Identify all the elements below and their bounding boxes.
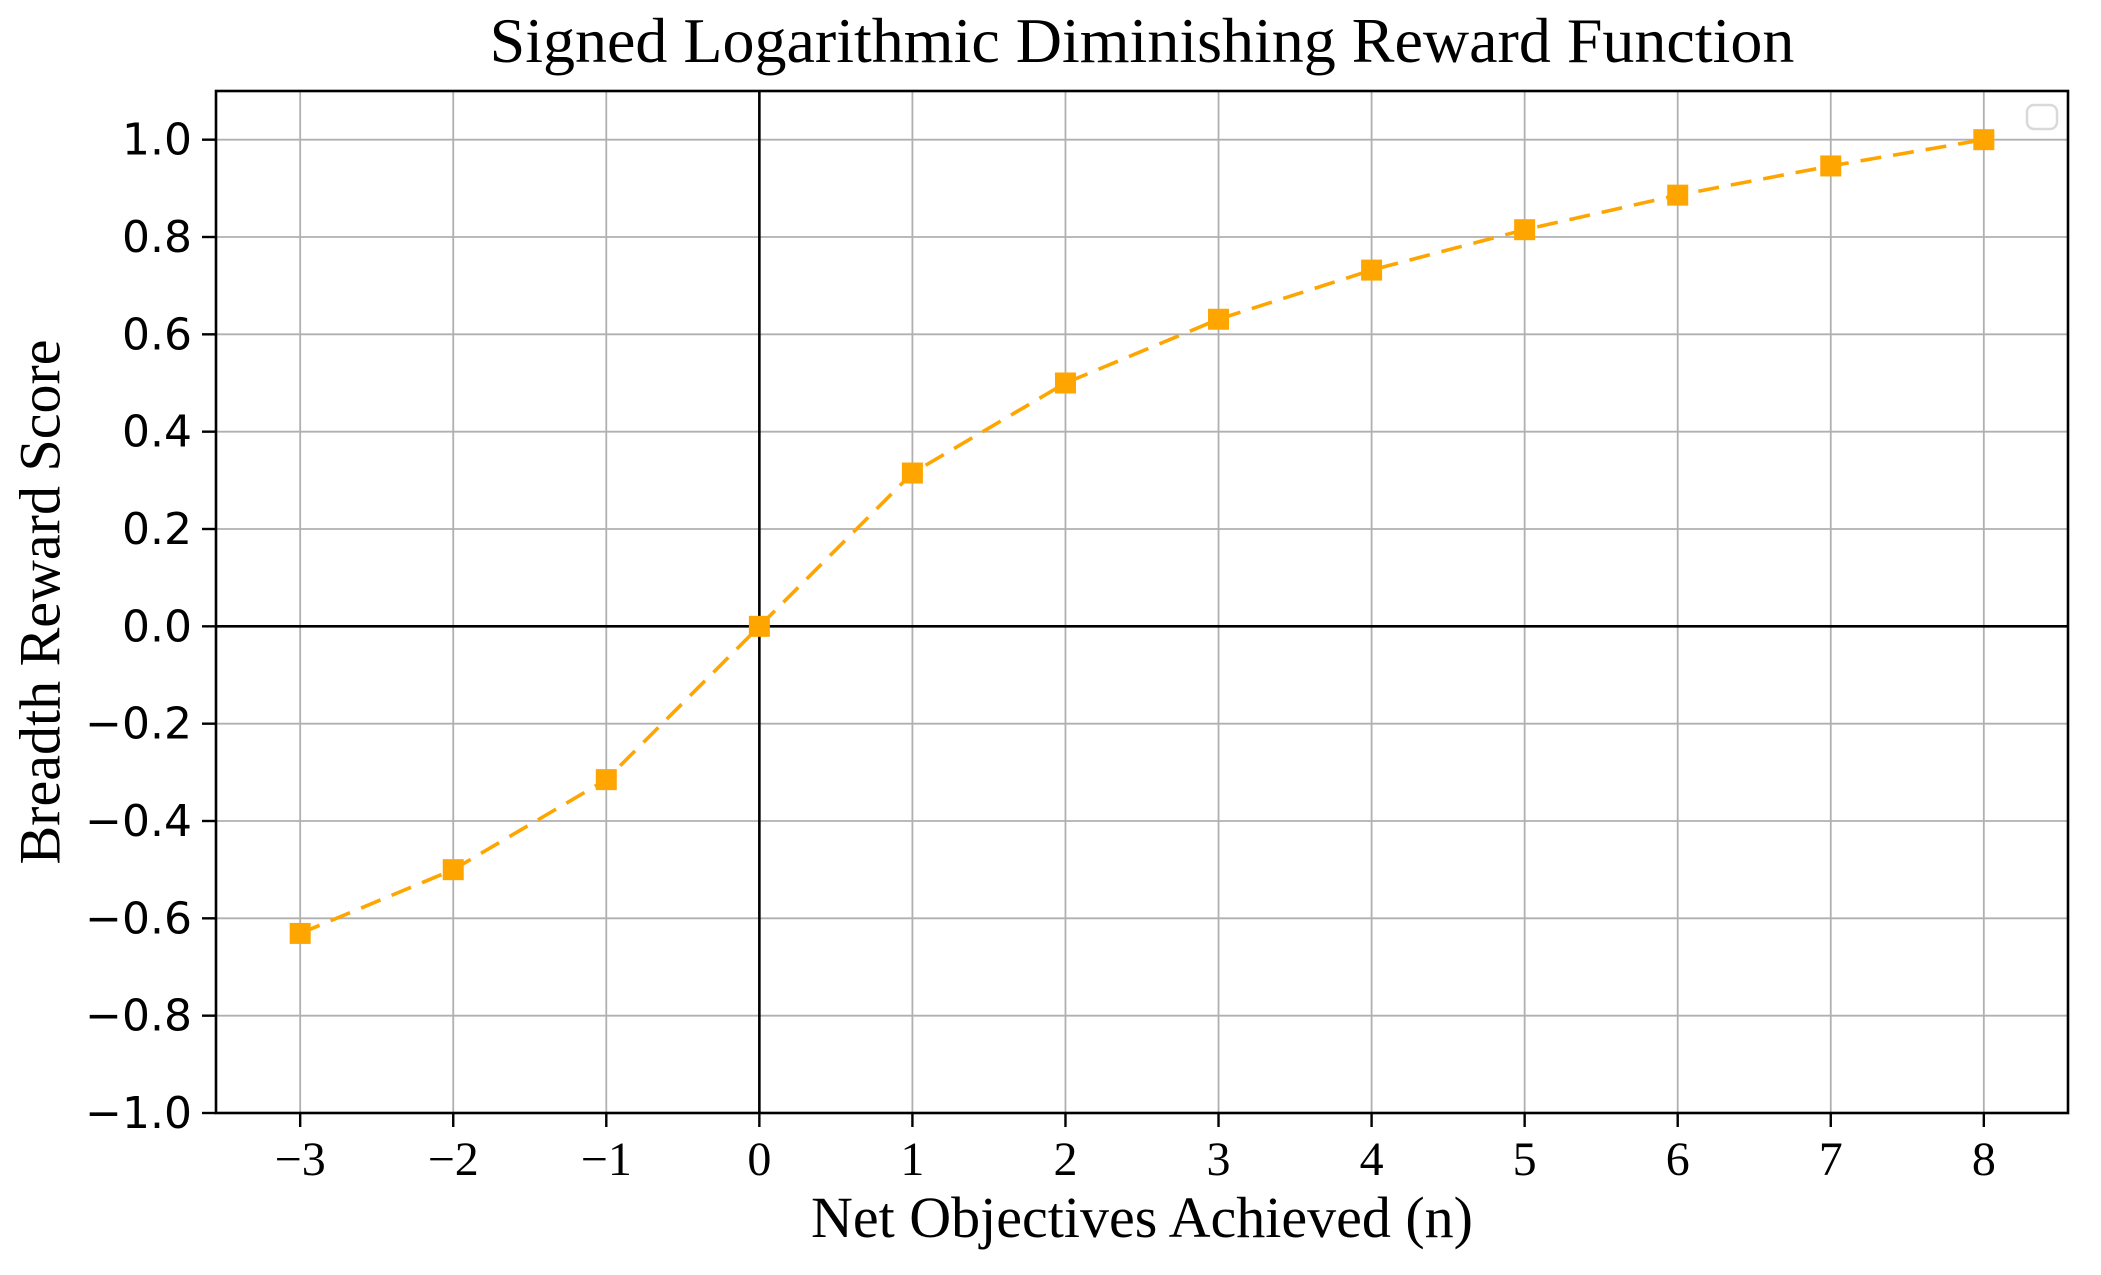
data-point-marker (1667, 184, 1689, 206)
plot-border (214, 89, 2070, 1115)
data-point-marker (1361, 259, 1383, 281)
y-tick-label: −0.8 (85, 991, 192, 1042)
x-tick-label: −3 (275, 1133, 326, 1186)
x-tick-label: 8 (1972, 1133, 1996, 1186)
data-point-marker (289, 922, 311, 944)
data-point-marker (1208, 308, 1230, 330)
x-tick-label: 7 (1819, 1133, 1843, 1186)
data-point-marker (1054, 372, 1076, 394)
x-tick-label: 2 (1053, 1133, 1077, 1186)
y-tick-label: 0.4 (122, 407, 192, 458)
data-point-marker (595, 769, 617, 791)
data-line (299, 137, 1985, 936)
x-tick-label: 3 (1207, 1133, 1231, 1186)
x-tick-label: 0 (747, 1133, 771, 1186)
data-point-marker (1820, 155, 1842, 177)
y-tick-label: −0.6 (85, 893, 192, 944)
data-point-marker (1514, 219, 1536, 241)
data-point-marker (442, 859, 464, 881)
x-tick-label: 5 (1513, 1133, 1537, 1186)
y-tick-label: 0.0 (122, 601, 192, 652)
y-tick-label: 1.0 (122, 115, 192, 166)
x-tick-label: 6 (1666, 1133, 1690, 1186)
y-tick-label: 0.2 (122, 504, 192, 555)
data-point-marker (748, 615, 770, 637)
y-tick-label: 0.8 (122, 212, 192, 263)
y-tick-label: −0.4 (85, 796, 192, 847)
x-tick-label: 1 (900, 1133, 924, 1186)
y-tick-label: −0.2 (85, 699, 192, 750)
x-tick-label: 4 (1360, 1133, 1384, 1186)
legend-box (2025, 103, 2059, 131)
chart-title: Signed Logarithmic Diminishing Reward Fu… (489, 5, 1795, 76)
x-axis-title: Net Objectives Achieved (n) (811, 1185, 1473, 1250)
x-tick-label: −2 (428, 1133, 479, 1186)
x-tick-label: −1 (581, 1133, 632, 1186)
data-point-marker (901, 462, 923, 484)
y-tick-label: −1.0 (85, 1088, 192, 1139)
data-point-marker (1973, 129, 1995, 151)
y-tick-label: 0.6 (122, 309, 192, 360)
